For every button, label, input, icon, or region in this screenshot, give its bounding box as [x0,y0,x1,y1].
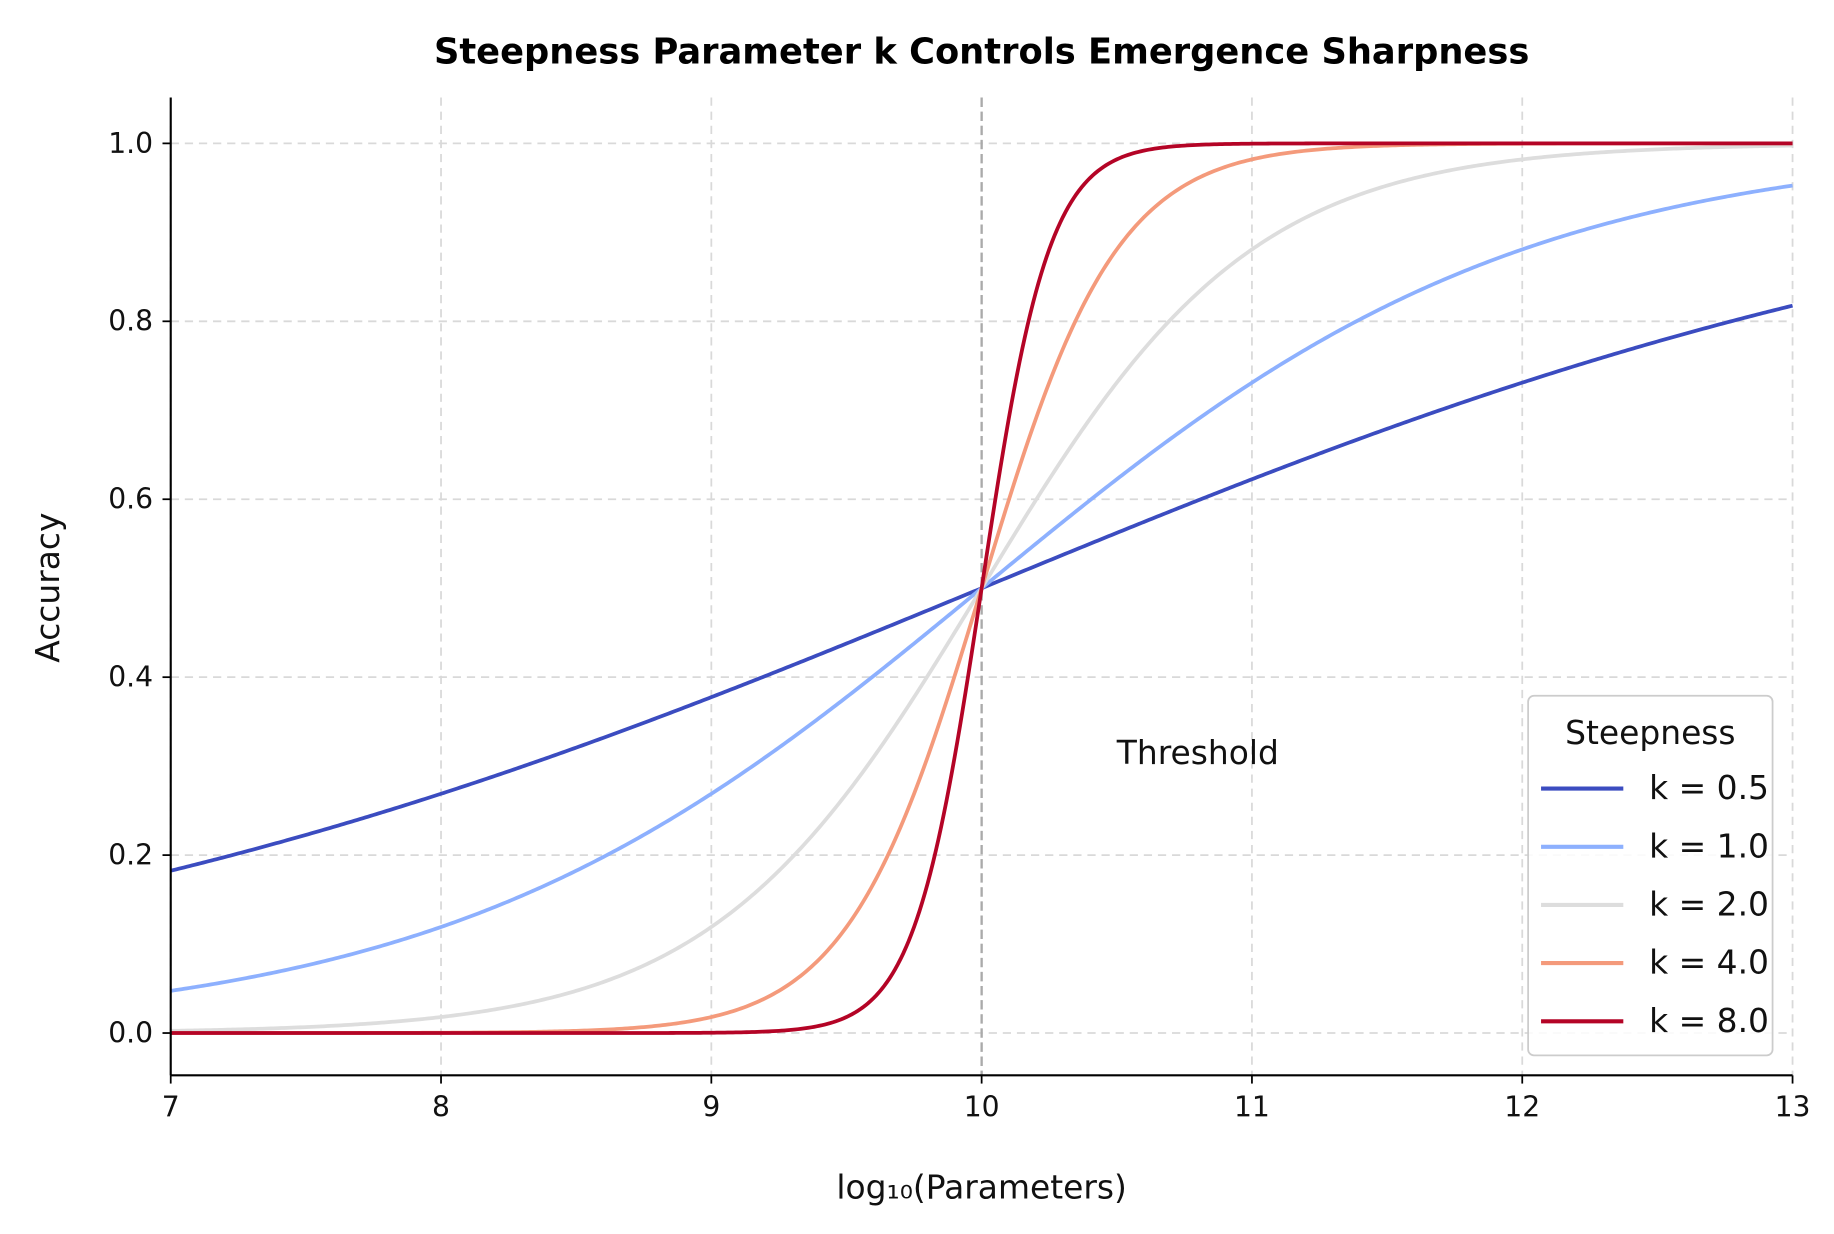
legend-label: k = 0.5 [1649,768,1769,807]
y-tick-label: 1.0 [108,127,153,160]
x-tick-label: 7 [162,1090,180,1123]
y-tick-label: 0.0 [108,1016,153,1049]
x-tick-label: 13 [1775,1090,1811,1123]
y-axis-label: Accuracy [28,513,67,663]
y-tick-label: 0.4 [108,661,153,694]
series-line-k-8 [170,141,1793,1035]
series-group [170,141,1793,1035]
legend-label: k = 1.0 [1649,826,1769,865]
y-tick-label: 0.2 [108,839,153,872]
legend-box [1527,694,1774,1057]
x-tick-label: 10 [964,1090,1000,1123]
ticks: 7 8 9 10 11 12 13 0.0 0.2 0.4 0.6 0.8 1.0 [108,127,1810,1124]
x-tick-label: 9 [702,1090,720,1123]
y-tick-label: 0.8 [108,305,153,338]
x-tick-label: 11 [1234,1090,1270,1123]
legend-label: k = 2.0 [1649,885,1769,924]
y-tick-label: 0.6 [108,483,153,516]
legend-label: k = 8.0 [1649,1001,1769,1040]
x-tick-label: 8 [432,1090,450,1123]
legend-label: k = 4.0 [1649,943,1769,982]
chart-title: Steepness Parameter k Controls Emergence… [434,31,1529,72]
legend: Steepness k = 0.5 k = 1.0 k = 2.0 k = 4.0 k … [1527,694,1774,1057]
threshold-label: Threshold [1116,733,1279,772]
legend-title: Steepness [1565,713,1735,752]
x-axis-label: log₁₀(Parameters) [836,1168,1126,1207]
x-tick-label: 12 [1504,1090,1540,1123]
